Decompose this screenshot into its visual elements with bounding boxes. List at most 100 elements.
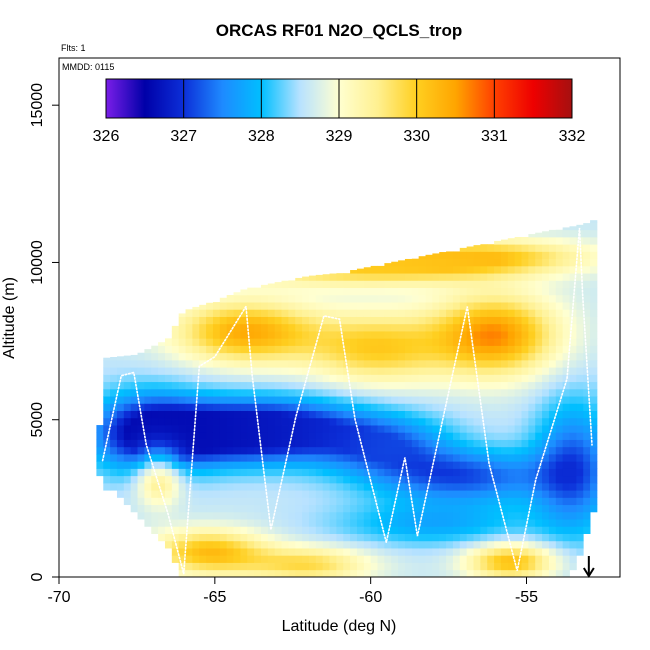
- heatmap-cell: [185, 461, 193, 469]
- heatmap-cell: [226, 540, 234, 549]
- heatmap-cell: [315, 280, 324, 289]
- heatmap-cell: [329, 331, 337, 339]
- heatmap-cell: [308, 374, 317, 383]
- heatmap-cell: [212, 367, 221, 375]
- heatmap-cell: [404, 533, 413, 542]
- heatmap-cell: [555, 229, 564, 238]
- heatmap-cell: [384, 302, 392, 310]
- heatmap-cell: [384, 461, 392, 469]
- heatmap-cell: [507, 238, 516, 245]
- heatmap-cell: [116, 475, 125, 484]
- heatmap-cell: [446, 511, 454, 520]
- heatmap-cell: [356, 316, 365, 325]
- heatmap-cell: [548, 403, 557, 411]
- heatmap-cell: [267, 497, 276, 506]
- heatmap-cell: [535, 258, 543, 267]
- heatmap-cell: [377, 439, 385, 448]
- heatmap-cell: [247, 316, 255, 325]
- heatmap-cell: [521, 265, 529, 274]
- heatmap-cell: [514, 352, 522, 361]
- heatmap-cell: [459, 273, 468, 281]
- heatmap-cell: [377, 569, 385, 577]
- heatmap-cell: [212, 425, 221, 433]
- heatmap-cell: [452, 331, 461, 339]
- heatmap-cell: [514, 251, 522, 260]
- heatmap-cell: [480, 504, 488, 513]
- heatmap-cell: [212, 569, 221, 577]
- heatmap-cell: [569, 302, 577, 310]
- heatmap-cell: [528, 403, 536, 411]
- heatmap-cell: [425, 410, 433, 419]
- heatmap-cell: [151, 519, 159, 527]
- heatmap-cell: [281, 280, 289, 289]
- heatmap-cell: [247, 287, 255, 296]
- heatmap-cell: [562, 475, 570, 484]
- heatmap-cell: [206, 338, 214, 346]
- heatmap-cell: [212, 540, 221, 549]
- heatmap-cell: [178, 359, 186, 368]
- heatmap-cell: [555, 374, 564, 383]
- heatmap-cell: [459, 526, 468, 534]
- heatmap-cell: [322, 287, 330, 296]
- heatmap-cell: [206, 461, 214, 469]
- heatmap-cell: [528, 526, 536, 534]
- heatmap-cell: [123, 475, 132, 484]
- heatmap-cell: [452, 446, 461, 455]
- heatmap-cell: [459, 519, 468, 527]
- heatmap-cell: [212, 403, 221, 411]
- heatmap-cell: [377, 280, 385, 289]
- heatmap-cell: [555, 251, 564, 260]
- heatmap-cell: [542, 352, 550, 361]
- heatmap-cell: [583, 482, 591, 491]
- heatmap-cell: [260, 374, 269, 383]
- heatmap-cell: [487, 504, 495, 513]
- heatmap-cell: [302, 504, 310, 513]
- heatmap-cell: [322, 410, 330, 419]
- heatmap-cell: [494, 569, 502, 577]
- heatmap-cell: [226, 454, 234, 462]
- heatmap-cell: [281, 446, 289, 455]
- heatmap-cell: [432, 403, 440, 411]
- heatmap-cell: [329, 359, 337, 368]
- heatmap-cell: [590, 331, 598, 339]
- heatmap-cell: [185, 468, 193, 477]
- heatmap-cell: [439, 497, 447, 506]
- heatmap-cell: [590, 381, 598, 390]
- heatmap-cell: [384, 331, 392, 339]
- heatmap-cell: [356, 461, 365, 469]
- heatmap-cell: [583, 280, 591, 289]
- heatmap-cell: [302, 511, 310, 520]
- heatmap-cell: [384, 273, 392, 281]
- heatmap-cell: [425, 367, 433, 375]
- heatmap-cell: [528, 490, 536, 498]
- heatmap-cell: [130, 410, 138, 419]
- heatmap-cell: [185, 439, 193, 448]
- heatmap-cell: [350, 338, 358, 346]
- heatmap-cell: [151, 425, 159, 433]
- heatmap-cell: [274, 497, 282, 506]
- heatmap-cell: [315, 482, 324, 491]
- heatmap-cell: [116, 446, 125, 455]
- heatmap-cell: [219, 504, 228, 513]
- heatmap-cell: [254, 511, 262, 520]
- heatmap-cell: [336, 302, 344, 310]
- heatmap-cell: [178, 461, 186, 469]
- heatmap-cell: [103, 359, 111, 368]
- heatmap-cell: [219, 323, 228, 332]
- heatmap-cell: [487, 533, 495, 542]
- heatmap-cell: [432, 482, 440, 491]
- heatmap-cell: [425, 482, 433, 491]
- heatmap-cell: [590, 482, 598, 491]
- heatmap-cell: [446, 526, 454, 534]
- heatmap-cell: [171, 497, 180, 506]
- heatmap-cell: [418, 316, 426, 325]
- heatmap-cell: [192, 490, 200, 498]
- heatmap-cell: [315, 410, 324, 419]
- heatmap-cell: [535, 374, 543, 383]
- colorbar-tick-label: 332: [559, 128, 586, 145]
- heatmap-cell: [302, 374, 310, 383]
- heatmap-cell: [329, 475, 337, 484]
- heatmap-cell: [535, 526, 543, 534]
- heatmap-cell: [480, 497, 488, 506]
- heatmap-cell: [233, 374, 241, 383]
